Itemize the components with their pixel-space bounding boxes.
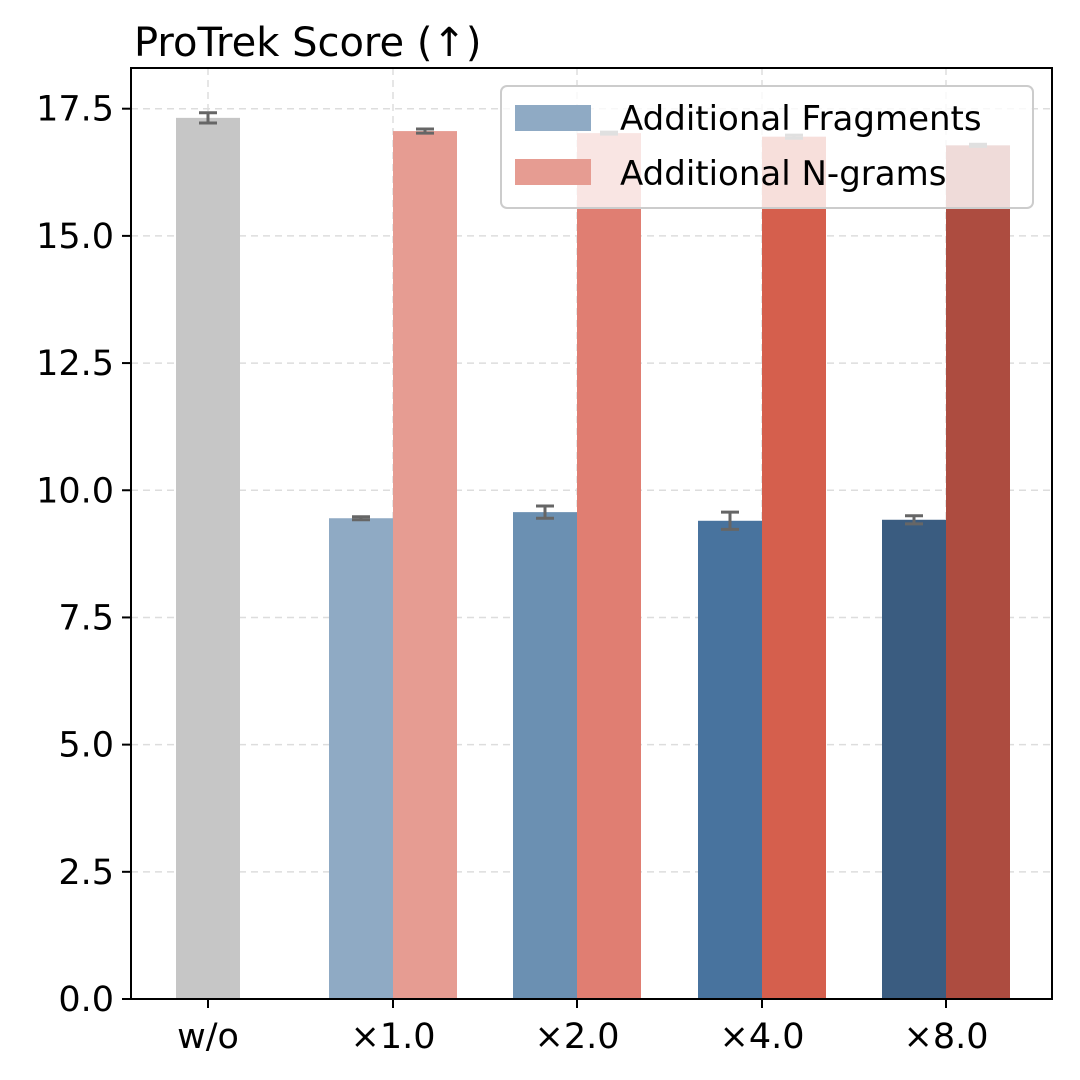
y-tick-label: 12.5 xyxy=(36,344,114,384)
x-tick-label: ×1.0 xyxy=(351,1017,436,1057)
y-tick-label: 7.5 xyxy=(58,598,114,638)
legend-label-additional-fragments: Additional Fragments xyxy=(620,99,982,139)
x-tick-label: ×2.0 xyxy=(535,1017,620,1057)
legend-box xyxy=(500,85,1034,209)
y-tick-label: 17.5 xyxy=(36,90,114,130)
bar-additional-fragments-1-0 xyxy=(329,518,393,999)
axis-ticks: 0.0 2.5 5.0 7.5 10.0 12.5 15.0 17.5 w/o ×1.0 ×2.0 ×… xyxy=(36,90,988,1057)
legend: Additional Fragments Additional N-grams xyxy=(500,85,1034,209)
bars xyxy=(176,117,1010,1000)
bar-additional-fragments-2-0 xyxy=(513,512,577,999)
bar-additional-n-grams-2-0 xyxy=(577,133,641,999)
bar-additional-n-grams-8-0 xyxy=(946,145,1010,999)
plot-frame xyxy=(130,67,1053,1000)
x-tick-label: w/o xyxy=(177,1017,239,1057)
bar-additional-fragments-4-0 xyxy=(698,520,762,999)
legend-swatch-additional-ngrams xyxy=(515,159,591,185)
y-tick-label: 5.0 xyxy=(58,726,114,766)
x-tick-label: ×8.0 xyxy=(904,1017,989,1057)
bar-additional-n-grams-1-0 xyxy=(393,131,457,999)
legend-swatch-additional-fragments xyxy=(515,105,591,131)
x-tick-label: ×4.0 xyxy=(720,1017,805,1057)
y-tick-label: 15.0 xyxy=(36,217,114,257)
legend-label-additional-ngrams: Additional N-grams xyxy=(620,154,946,194)
y-tick-label: 2.5 xyxy=(58,853,114,893)
y-tick-label: 0.0 xyxy=(58,980,114,1020)
chart-title: ProTrek Score (↑) xyxy=(134,20,482,66)
bar-additional-fragments-8-0 xyxy=(882,519,946,999)
y-tick-label: 10.0 xyxy=(36,471,114,511)
bar-additional-n-grams-4-0 xyxy=(762,136,826,1000)
bar-w-o xyxy=(176,117,240,1000)
